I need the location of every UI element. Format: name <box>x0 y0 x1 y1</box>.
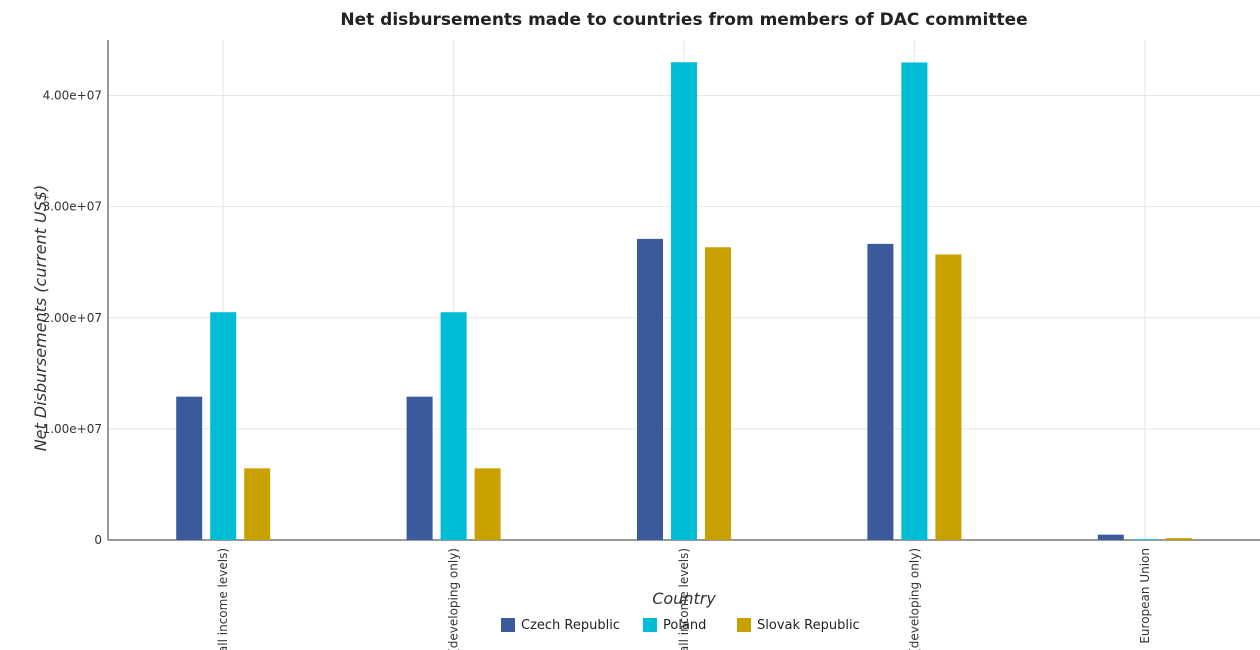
bar-czech-republic <box>176 396 203 540</box>
bar-poland <box>901 62 928 540</box>
legend-label: Slovak Republic <box>757 618 860 633</box>
bar-czech-republic <box>1097 534 1124 540</box>
y-tick-label: 2.00e+07 <box>43 311 102 325</box>
x-tick-label: Europe(developing only) <box>907 548 921 650</box>
bar-poland <box>440 312 467 540</box>
x-axis-label: Country <box>652 589 716 608</box>
y-tick-label: 4.00e+07 <box>43 89 102 103</box>
chart-title: Net disbursements made to countries from… <box>340 10 1027 30</box>
legend-label: Czech Republic <box>521 618 620 633</box>
x-tick-label: East Asia (developing only) <box>447 548 461 650</box>
legend-swatch <box>643 618 657 632</box>
bars <box>176 62 1192 540</box>
bar-czech-republic <box>637 238 663 540</box>
y-axis-label: Net Disbursements (current US$) <box>31 185 50 452</box>
bar-poland <box>1131 539 1158 540</box>
bar-slovak-republic <box>1165 538 1192 540</box>
bar-slovak-republic <box>705 247 731 540</box>
y-tick-label: 1.00e+07 <box>43 422 102 436</box>
x-axis-ticks: East Asia (all income levels) East Asia (… <box>216 548 1152 650</box>
legend: Czech Republic Poland Slovak Republic <box>501 618 860 633</box>
bar-slovak-republic <box>244 468 271 540</box>
bar-czech-republic <box>406 396 433 540</box>
bar-slovak-republic <box>474 468 501 540</box>
legend-swatch <box>501 618 515 632</box>
legend-swatch <box>737 618 751 632</box>
legend-label: Poland <box>663 618 706 633</box>
y-tick-label: 3.00e+07 <box>43 200 102 214</box>
y-axis-ticks: 0 1.00e+07 2.00e+07 3.00e+07 4.00e+07 <box>43 89 102 547</box>
bar-poland <box>671 62 697 540</box>
x-tick-label: Europe(all income levels) <box>677 548 691 650</box>
bar-poland <box>210 312 237 540</box>
bar-slovak-republic <box>935 254 962 540</box>
y-tick-label: 0 <box>94 533 102 547</box>
x-tick-label: European Union <box>1138 548 1152 644</box>
bar-czech-republic <box>867 243 894 540</box>
x-tick-label: East Asia (all income levels) <box>216 548 230 650</box>
